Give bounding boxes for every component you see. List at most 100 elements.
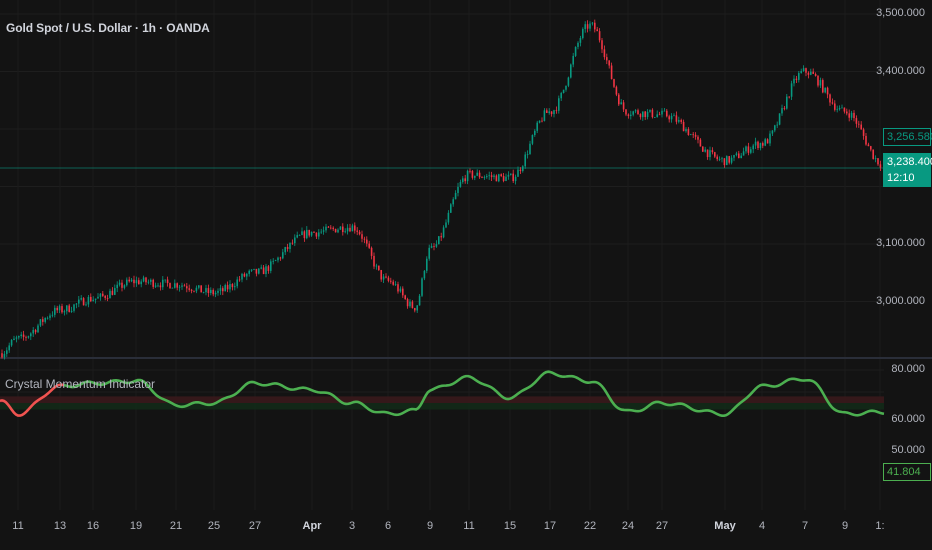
indicator-title[interactable]: Crystal Momentum Indicator — [5, 377, 156, 391]
candle-body — [188, 288, 190, 290]
time-axis-label: 17 — [543, 520, 557, 532]
candle-body — [178, 286, 181, 288]
candle-body — [702, 146, 704, 152]
candle-body — [790, 83, 793, 97]
candle-body — [296, 235, 298, 238]
candle-body — [358, 231, 361, 235]
candle-body — [529, 143, 531, 155]
candle-body — [39, 319, 42, 326]
candle-body — [169, 283, 171, 289]
time-axis-label: 22 — [583, 520, 597, 532]
candle-body — [1, 353, 3, 358]
candle-body — [646, 111, 649, 118]
candle-body — [200, 285, 202, 293]
candle-body — [618, 94, 620, 105]
time-axis-label: 21 — [169, 520, 183, 532]
candle-body — [363, 238, 366, 240]
price-candles — [1, 19, 882, 360]
candle-body — [574, 46, 577, 56]
candle-body — [291, 242, 294, 244]
candle-body — [416, 305, 418, 311]
candle-body — [286, 247, 289, 249]
candle-body — [349, 227, 351, 232]
candle-body — [464, 178, 466, 182]
candle-body — [649, 109, 651, 112]
candle-body — [586, 24, 589, 29]
candle-body — [18, 336, 20, 338]
candle-body — [157, 285, 159, 287]
candle-body — [346, 227, 349, 232]
time-axis-label: 27 — [655, 520, 669, 532]
candle-body — [572, 55, 574, 65]
candle-body — [325, 226, 327, 231]
candle-body — [687, 129, 690, 136]
candle-body — [454, 192, 457, 200]
candle-body — [30, 333, 32, 337]
candle-body — [222, 288, 224, 292]
candle-body — [207, 288, 210, 294]
candle-body — [20, 334, 22, 337]
candle-body — [339, 226, 342, 230]
candle-body — [860, 124, 862, 130]
candle-body — [159, 285, 162, 288]
candle-body — [502, 176, 505, 182]
candle-body — [114, 288, 116, 295]
candle-body — [378, 265, 380, 271]
candle-body — [577, 42, 579, 47]
candle-body — [99, 293, 102, 297]
candle-body — [277, 257, 279, 261]
candle-body — [212, 289, 214, 295]
candle-body — [370, 247, 373, 256]
price-axis-label: 3,000.000 — [876, 295, 925, 307]
candle-body — [788, 96, 790, 98]
candle-body — [834, 103, 836, 110]
candle-body — [56, 307, 58, 311]
candle-body — [488, 175, 490, 177]
candle-body — [620, 102, 622, 105]
time-axis-label: 7 — [801, 520, 809, 532]
candle-body — [855, 118, 858, 124]
candle-body — [474, 175, 476, 178]
candle-body — [152, 279, 154, 287]
candle-body — [740, 155, 742, 159]
candle-body — [733, 155, 735, 158]
candle-body — [877, 158, 879, 165]
candle-body — [332, 227, 334, 229]
indicator-axis-label: 60.000 — [891, 413, 925, 425]
candle-body — [186, 286, 188, 289]
candle-body — [303, 231, 306, 239]
candle-body — [630, 114, 632, 116]
candle-body — [865, 135, 867, 145]
symbol-title[interactable]: Gold Spot / U.S. Dollar · 1h · OANDA — [6, 21, 210, 35]
candle-body — [469, 170, 471, 172]
candle-body — [673, 115, 675, 117]
candle-body — [392, 281, 394, 285]
candle-body — [498, 174, 500, 182]
candle-body — [656, 114, 658, 118]
candle-body — [663, 110, 666, 112]
candle-body — [800, 71, 802, 74]
candle-body — [560, 92, 562, 99]
candle-body — [42, 319, 44, 322]
candle-body — [27, 336, 30, 338]
candle-body — [198, 285, 200, 288]
candle-body — [675, 115, 678, 122]
candle-body — [634, 110, 637, 112]
candle-body — [728, 156, 730, 163]
candle-body — [162, 279, 164, 288]
candle-body — [87, 296, 90, 305]
time-axis-label: 3 — [348, 520, 356, 532]
time-axis-label: 11 — [12, 520, 24, 532]
candle-body — [812, 71, 814, 74]
candle-body — [836, 109, 838, 111]
momentum-zones — [0, 396, 884, 410]
bar-countdown: 12:10 — [887, 172, 915, 184]
candle-body — [409, 301, 411, 307]
candle-body — [478, 172, 481, 178]
candle-body — [109, 290, 111, 299]
candle-body — [723, 158, 726, 166]
candle-body — [54, 307, 56, 315]
candle-body — [140, 281, 142, 285]
candle-body — [490, 175, 493, 178]
